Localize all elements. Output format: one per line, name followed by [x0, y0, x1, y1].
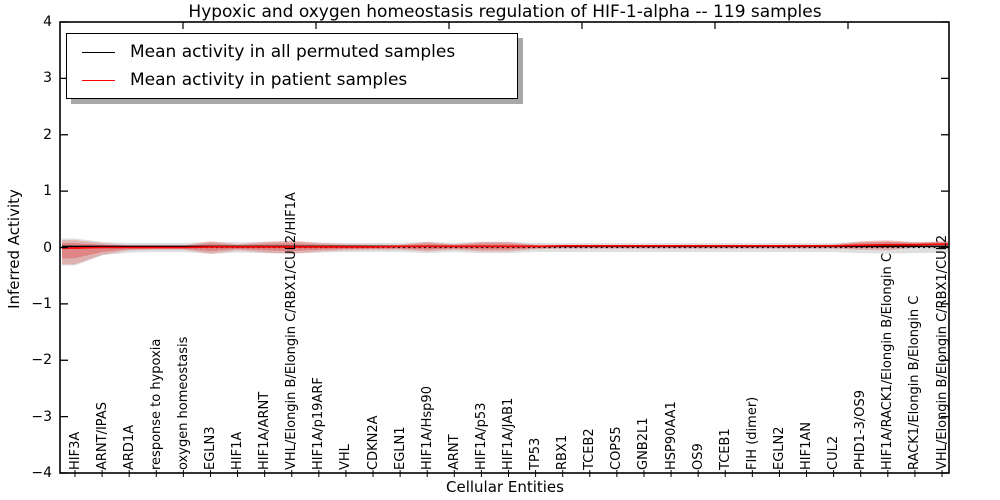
x-tick-label: HSP90AA1 — [663, 401, 679, 470]
x-tick-label: CUL2 — [826, 435, 842, 470]
y-tick-label: 0 — [43, 239, 52, 256]
y-tick-label: −4 — [31, 465, 52, 481]
x-tick-label: EGLN3 — [202, 426, 218, 470]
legend-label-permuted: Mean activity in all permuted samples — [130, 42, 456, 62]
x-tick-label: ARNT/IPAS — [94, 402, 110, 470]
x-tick-label: COPS5 — [609, 426, 625, 470]
patient-line-icon — [82, 79, 115, 81]
y-tick-label: 1 — [43, 183, 52, 200]
x-tick-label: HIF1A/JAB1 — [501, 397, 516, 470]
legend: Mean activity in all permuted samples Me… — [66, 33, 518, 99]
y-tick-label: −2 — [31, 352, 52, 369]
x-tick-label: response to hypoxia — [148, 338, 164, 470]
x-tick-label: HIF3A — [67, 431, 83, 470]
x-tick-label: VHL/Elongin B/Elongin C/RBX1/CUL2 — [934, 234, 950, 470]
x-tick-label: HIF1A/p19ARF — [311, 377, 327, 470]
x-tick-label: HIF1A/p53 — [473, 402, 489, 470]
chart-title: Hypoxic and oxygen homeostasis regulatio… — [188, 2, 822, 22]
x-axis-label: Cellular Entities — [446, 478, 564, 496]
x-tick-label: RBX1 — [555, 434, 571, 470]
y-tick-label: 2 — [43, 126, 52, 143]
y-tick-label: 3 — [43, 70, 52, 87]
x-tick-label: HIF1A/ARNT — [257, 391, 273, 470]
x-tick-label: EGLN1 — [392, 426, 408, 470]
x-tick-label: ARD1A — [121, 424, 137, 470]
x-tick-label: OS9 — [690, 443, 706, 470]
permuted-line-icon — [82, 51, 115, 53]
x-tick-label: CDKN2A — [365, 415, 381, 470]
x-tick-label: TCEB1 — [717, 428, 733, 470]
x-tick-label: GNB2L1 — [636, 417, 652, 470]
x-tick-label: TP53 — [528, 437, 544, 470]
x-tick-label: ARNT — [446, 434, 462, 470]
legend-item-patient: Mean activity in patient samples — [67, 70, 517, 90]
legend-label-patient: Mean activity in patient samples — [130, 70, 408, 90]
x-tick-label: EGLN2 — [771, 426, 787, 470]
x-tick-label: oxygen homeostasis — [175, 336, 191, 470]
x-tick-label: VHL/Elongin B/Elongin C/RBX1/CUL2/HIF1A — [284, 192, 300, 470]
x-tick-label: VHL — [338, 444, 354, 470]
y-tick-label: −1 — [31, 295, 52, 312]
x-tick-label: HIF1AN — [799, 422, 815, 470]
x-tick-label: TCEB2 — [582, 428, 598, 470]
x-tick-label: RACK1/Elongin B/Elongin C — [907, 295, 923, 470]
y-tick-label: 4 — [43, 14, 52, 30]
x-tick-label: HIF1A/RACK1/Elongin B/Elongin C — [880, 253, 896, 470]
x-tick-label: FIH (dimer) — [744, 396, 760, 470]
y-tick-label: −3 — [31, 408, 52, 425]
x-tick-label: PHD1-3/OS9 — [853, 390, 869, 470]
x-tick-label: HIF1A/Hsp90 — [419, 386, 435, 470]
x-tick-label: HIF1A — [230, 431, 246, 470]
legend-item-permuted: Mean activity in all permuted samples — [67, 42, 517, 62]
